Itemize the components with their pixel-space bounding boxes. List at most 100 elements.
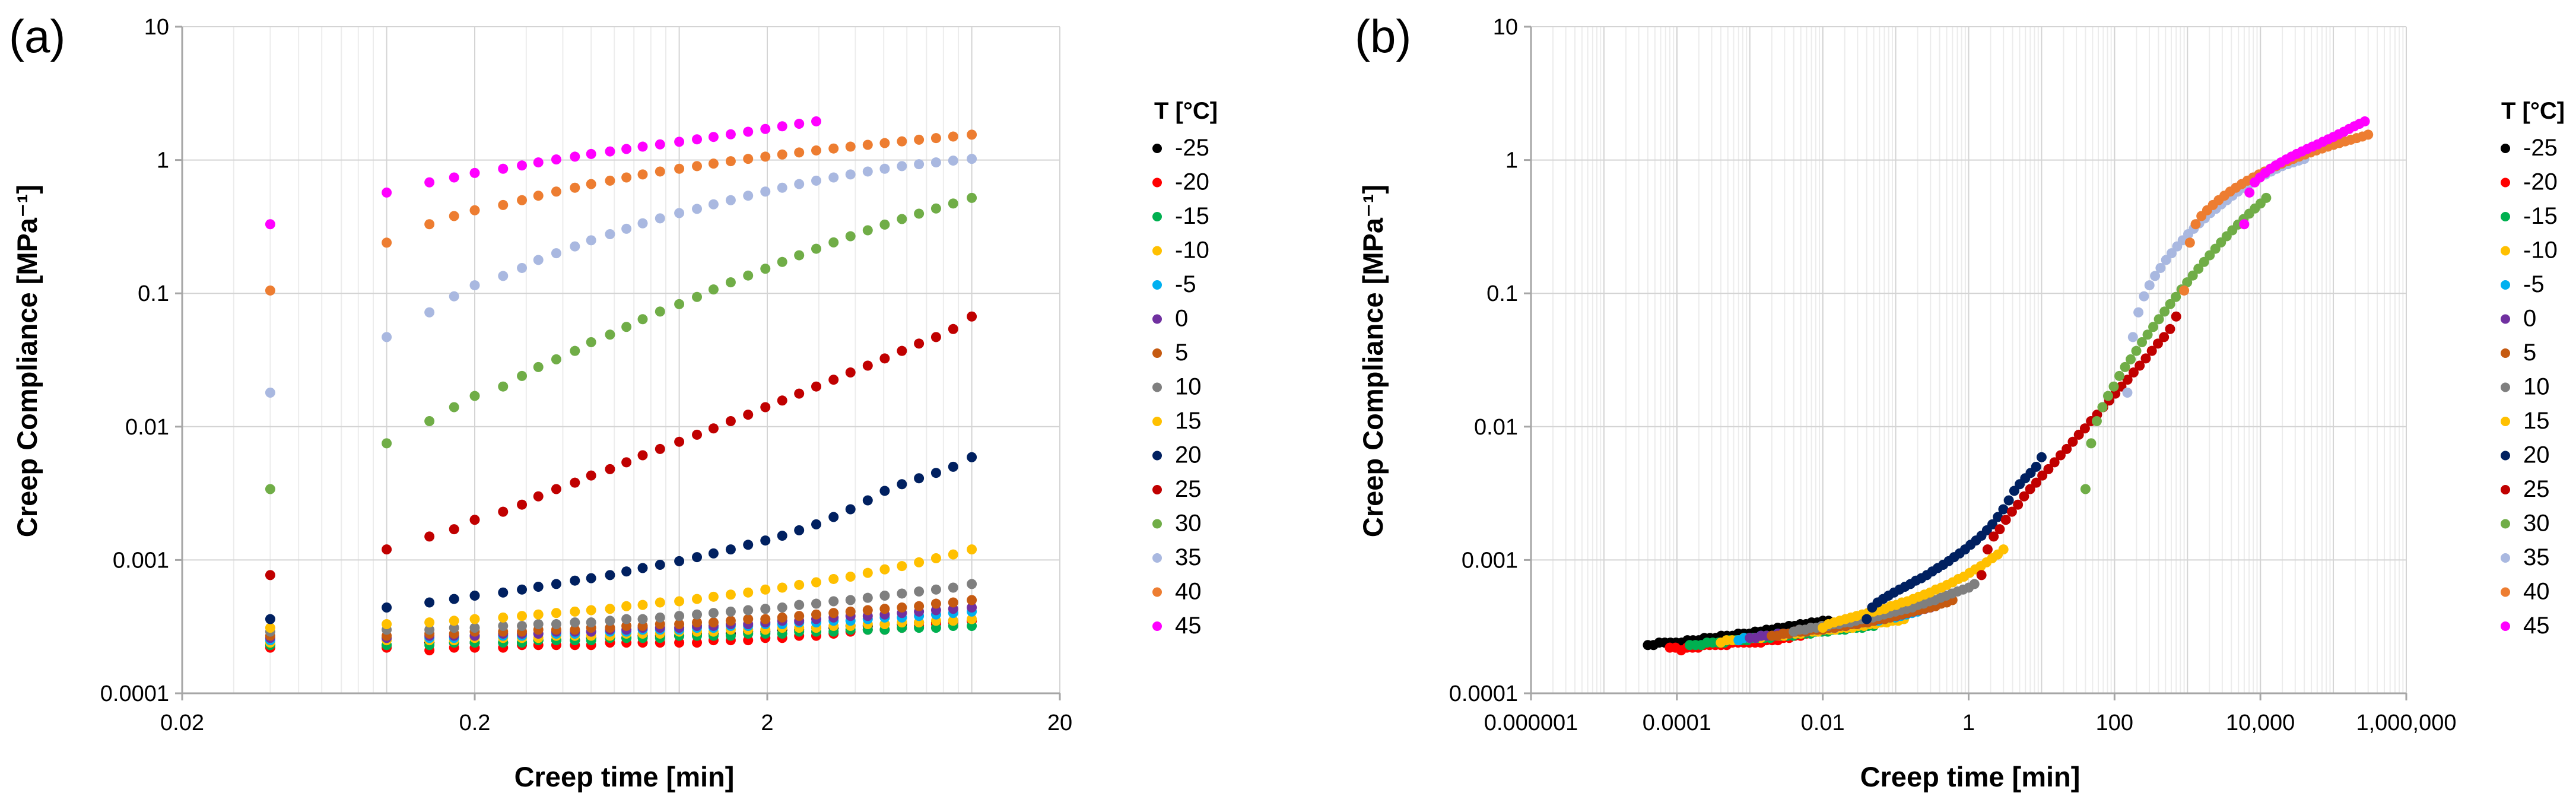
panel-a-point-30 bbox=[621, 322, 632, 332]
panel-a-point-40 bbox=[449, 211, 459, 221]
panel-a-point-5 bbox=[862, 605, 873, 616]
panel-b-point-30 bbox=[2205, 250, 2215, 261]
panel-a-point-45 bbox=[692, 134, 703, 145]
panel-a-point-45 bbox=[655, 139, 665, 150]
panel-a-point-45 bbox=[637, 141, 648, 152]
panel-b-legend: T [°C] -25 -20 -15 -10 -5 0 5 10 15 20 25 30 35 40 45 bbox=[2501, 98, 2565, 639]
panel-a-point-15 bbox=[533, 609, 544, 620]
panel-a-point-45 bbox=[570, 151, 580, 162]
panel-a-point-35 bbox=[449, 291, 459, 302]
panel-b-legend-label: 0 bbox=[2523, 306, 2536, 332]
panel-a-point-30 bbox=[674, 299, 685, 309]
panel-a-y-tick-label: 0.1 bbox=[138, 281, 169, 306]
panel-a-point-30 bbox=[533, 361, 544, 372]
panel-b-legend-marker bbox=[2501, 280, 2510, 290]
panel-b-legend-marker bbox=[2501, 212, 2510, 221]
panel-b-legend-label: 20 bbox=[2523, 442, 2550, 468]
panel-b-point-40 bbox=[2190, 219, 2201, 230]
panel-a-point-10 bbox=[621, 614, 632, 624]
panel-b-point-30 bbox=[2153, 314, 2164, 325]
panel-a-point-40 bbox=[930, 133, 941, 144]
panel-a-point-45 bbox=[621, 144, 632, 154]
panel-a-point-0 bbox=[967, 602, 977, 613]
panel-b-x-tick-label: 1 bbox=[1962, 710, 1975, 735]
panel-a-point-30 bbox=[517, 370, 528, 381]
panel-a-point-5 bbox=[725, 616, 736, 626]
panel-a-point-20 bbox=[570, 575, 580, 586]
panel-a-point-30 bbox=[777, 256, 787, 267]
panel-a-point-25 bbox=[845, 367, 856, 378]
panel-a-point-20 bbox=[265, 614, 275, 624]
panel-a-point-40 bbox=[637, 169, 648, 180]
panel-a-point-m15 bbox=[930, 623, 941, 633]
panel-a-point-35 bbox=[498, 271, 509, 281]
panel-a-point-10 bbox=[879, 591, 890, 601]
panel-a-point-m10 bbox=[967, 614, 977, 624]
panel-b-x-tick-label: 10,000 bbox=[2226, 710, 2295, 735]
panel-a-point-25 bbox=[811, 381, 821, 392]
panel-a-legend-label: 45 bbox=[1175, 613, 1202, 639]
panel-b-point-20 bbox=[1862, 614, 1872, 624]
panel-a-point-35 bbox=[897, 161, 907, 172]
panel-a-point-40 bbox=[424, 219, 435, 230]
panel-a-point-20 bbox=[777, 531, 787, 541]
panel-b-y-axis-title: Creep Compliance [MPa⁻¹] bbox=[1357, 185, 1389, 537]
panel-b-point-30 bbox=[2261, 192, 2272, 203]
panel-a-point-10 bbox=[794, 600, 805, 610]
panel-a-legend-marker bbox=[1152, 621, 1162, 631]
panel-a-point-35 bbox=[637, 218, 648, 229]
panel-a-point-25 bbox=[760, 402, 771, 413]
panel-b-point-30 bbox=[2126, 354, 2136, 364]
panel-b-point-45 bbox=[2239, 219, 2250, 230]
panel-a-point-30 bbox=[879, 219, 890, 230]
panel-a-point-20 bbox=[382, 602, 392, 613]
panel-a-point-10 bbox=[517, 621, 528, 632]
panel-a-point-35 bbox=[930, 157, 941, 168]
panel-a-point-10 bbox=[967, 579, 977, 589]
panel-a-point-5 bbox=[674, 619, 685, 630]
panel-a-point-20 bbox=[449, 594, 459, 604]
panel-a-point-35 bbox=[265, 387, 275, 398]
panel-a-point-35 bbox=[862, 166, 873, 177]
panel-a-point-20 bbox=[674, 556, 685, 566]
panel-b-legend-label: 45 bbox=[2523, 613, 2550, 639]
panel-a-point-45 bbox=[811, 116, 821, 126]
panel-a-point-20 bbox=[517, 584, 528, 595]
panel-b-y-tick-label: 0.1 bbox=[1486, 281, 1518, 306]
panel-a-point-40 bbox=[828, 143, 839, 154]
panel-a-point-40 bbox=[948, 131, 958, 142]
panel-a-point-35 bbox=[692, 204, 703, 214]
panel-a-point-45 bbox=[708, 132, 719, 142]
panel-a-point-10 bbox=[828, 596, 839, 607]
panel-a-point-15 bbox=[862, 567, 873, 578]
panel-b-point-20 bbox=[1998, 504, 2009, 515]
panel-a-point-20 bbox=[862, 495, 873, 506]
panel-b-legend-label: -10 bbox=[2523, 237, 2558, 264]
panel-a-point-15 bbox=[586, 605, 596, 616]
panel-a-point-20 bbox=[533, 581, 544, 592]
panel-b-point-35 bbox=[2150, 271, 2161, 281]
panel-a-point-30 bbox=[637, 314, 648, 325]
panel-a-point-25 bbox=[674, 436, 685, 447]
panel-a-point-45 bbox=[533, 157, 544, 168]
panel-a-label: (a) bbox=[9, 10, 65, 62]
panel-a-point-25 bbox=[930, 332, 941, 342]
panel-a-point-20 bbox=[760, 535, 771, 546]
panel-b-point-25 bbox=[2043, 464, 2054, 474]
panel-b-point-30 bbox=[2097, 402, 2108, 413]
panel-a-point-10 bbox=[708, 608, 719, 618]
panel-b-point-30 bbox=[2182, 277, 2193, 288]
panel-a-point-15 bbox=[879, 564, 890, 575]
panel-a-point-20 bbox=[621, 566, 632, 577]
panel-b-point-35 bbox=[2167, 248, 2177, 259]
panel-b-point-35 bbox=[2127, 332, 2138, 342]
panel-a-point-5 bbox=[760, 614, 771, 624]
panel-a-legend-label: 35 bbox=[1175, 544, 1202, 570]
panel-a-point-25 bbox=[449, 524, 459, 535]
panel-a-point-30 bbox=[692, 291, 703, 302]
panel-a-point-30 bbox=[743, 270, 754, 281]
panel-a-point-10 bbox=[760, 604, 771, 614]
panel-a-point-5 bbox=[777, 612, 787, 623]
panel-b-legend-marker bbox=[2501, 485, 2510, 494]
